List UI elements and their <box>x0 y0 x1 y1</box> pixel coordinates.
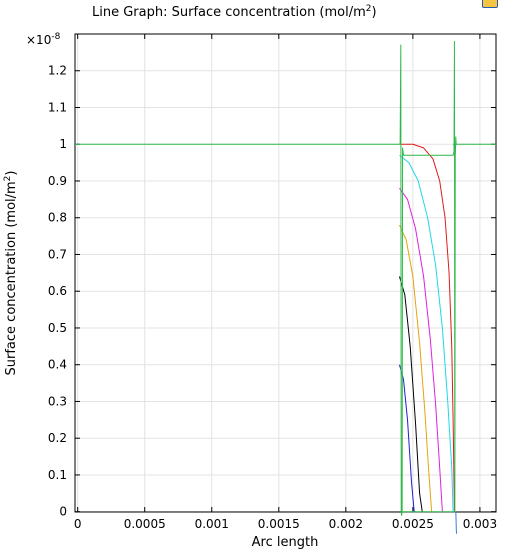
y-tick-label: 0.8 <box>48 211 67 225</box>
series-group <box>75 40 496 534</box>
axis-ticks: 0 0.0005 0.001 0.0015 0.002 0.0025 0.003 0 0.1 0.… <box>48 34 497 531</box>
y-axis-label-close: ) <box>4 171 19 176</box>
y-tick-label: 1.1 <box>48 100 67 114</box>
y-scale-exponent: -8 <box>51 32 60 42</box>
x-tick-label: 0.003 <box>463 517 497 531</box>
image-export-icon[interactable] <box>482 0 498 8</box>
y-tick-label: 1.2 <box>48 64 67 78</box>
x-tick-label: 0 <box>74 517 82 531</box>
y-tick-label: 0.1 <box>48 468 67 482</box>
y-axis-label-text: Surface concentration (mol/m <box>4 181 19 375</box>
plot-frame <box>74 33 497 513</box>
y-tick-label: 0.9 <box>48 174 67 188</box>
chart-title-svg: Line Graph: Surface concentration (mol/m… <box>92 4 377 20</box>
series-line-4 <box>399 188 443 512</box>
series-line-3 <box>399 224 433 512</box>
series-line-5 <box>399 154 454 512</box>
series-line-6 <box>399 143 455 512</box>
y-axis-label: Surface concentration (mol/m2) <box>3 171 19 376</box>
x-axis-label: Arc length <box>252 535 319 550</box>
x-tick-label: 0.0015 <box>258 517 300 531</box>
chart-title-close: ) <box>372 5 377 20</box>
y-scale-base: ×10 <box>26 33 51 47</box>
chart-title-container: Line Graph: Surface concentration (mol/m… <box>0 2 508 24</box>
x-tick-label: 0.002 <box>329 517 363 531</box>
grid-lines <box>75 34 496 513</box>
chart-title-superscript: 2 <box>366 4 372 14</box>
y-axis-label-superscript: 2 <box>3 176 13 182</box>
y-tick-label: 0 <box>59 505 67 519</box>
series-line-2 <box>398 276 423 512</box>
y-tick-label: 0.2 <box>48 431 67 445</box>
y-tick-label: 0.3 <box>48 394 67 408</box>
x-tick-label: 0.0005 <box>124 517 166 531</box>
y-tick-label: 1 <box>59 137 67 151</box>
y-tick-label: 0.4 <box>48 358 67 372</box>
y-tick-label: 0.7 <box>48 247 67 261</box>
x-tick-label: 0.001 <box>195 517 229 531</box>
y-tick-label: 0.5 <box>48 321 67 335</box>
y-tick-label: 0.6 <box>48 284 67 298</box>
x-tick-label: 0.0025 <box>392 517 434 531</box>
chart-title-text: Line Graph: Surface concentration (mol/m <box>92 5 366 20</box>
series-line-10 <box>455 511 458 534</box>
y-scale-multiplier: ×10-8 <box>26 32 61 47</box>
series-line-8 <box>75 40 496 516</box>
chart-title: Line Graph: Surface concentration (mol/m… <box>92 4 377 20</box>
